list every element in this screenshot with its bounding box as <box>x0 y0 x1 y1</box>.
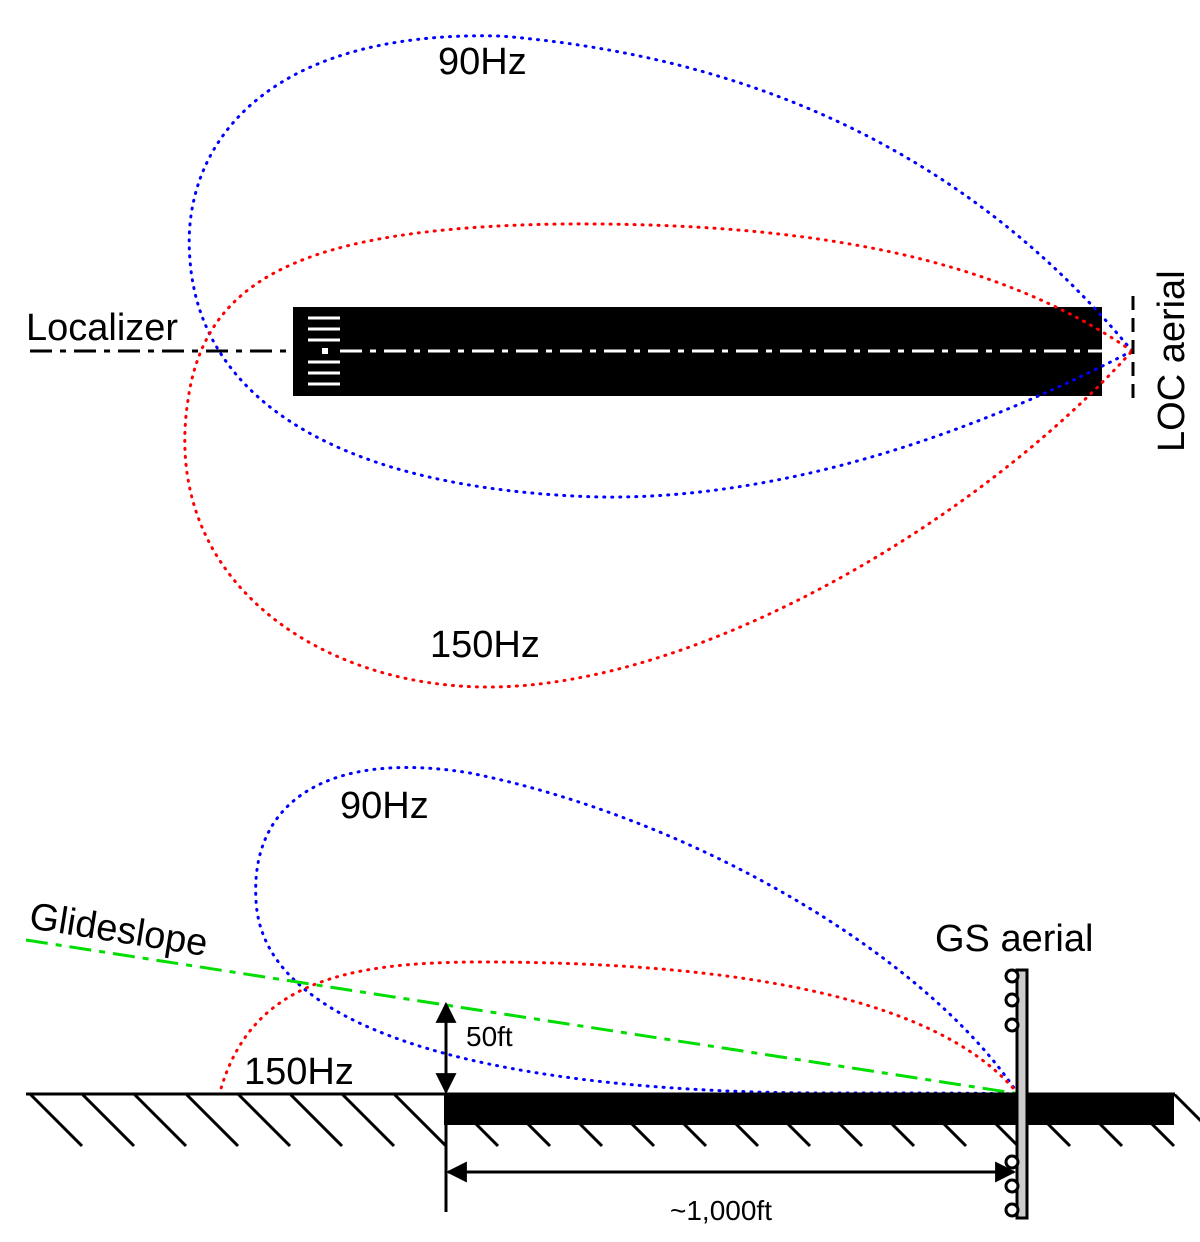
glideslope-runway <box>444 1094 1174 1125</box>
distance-label: ~1,000ft <box>670 1195 772 1226</box>
localizer-90hz-lobe <box>187 34 1135 499</box>
loc-aerial-label: LOC aerial <box>1151 270 1193 452</box>
glideslope-150hz-label: 150Hz <box>244 1051 354 1093</box>
localizer-label: Localizer <box>26 307 178 349</box>
glideslope-path <box>25 938 1021 1096</box>
localizer-90hz-label: 90Hz <box>438 41 527 83</box>
localizer-150hz-label: 150Hz <box>430 624 540 666</box>
height-label: 50ft <box>466 1021 513 1052</box>
runway-threshold-markings <box>308 316 340 386</box>
glideslope-150hz-lobe <box>218 960 1020 1096</box>
glideslope-90hz-label: 90Hz <box>340 785 429 827</box>
runway-center-dot <box>322 348 328 354</box>
gs-aerial-label: GS aerial <box>935 918 1093 960</box>
localizer-150hz-lobe <box>183 222 1135 689</box>
glideslope-section: Glideslope 90Hz 150Hz GS aerial 50ft ~1,… <box>25 765 1200 1226</box>
localizer-section: Localizer 90Hz 150Hz LOC aerial <box>26 34 1193 689</box>
gs-aerial <box>1004 968 1029 1220</box>
